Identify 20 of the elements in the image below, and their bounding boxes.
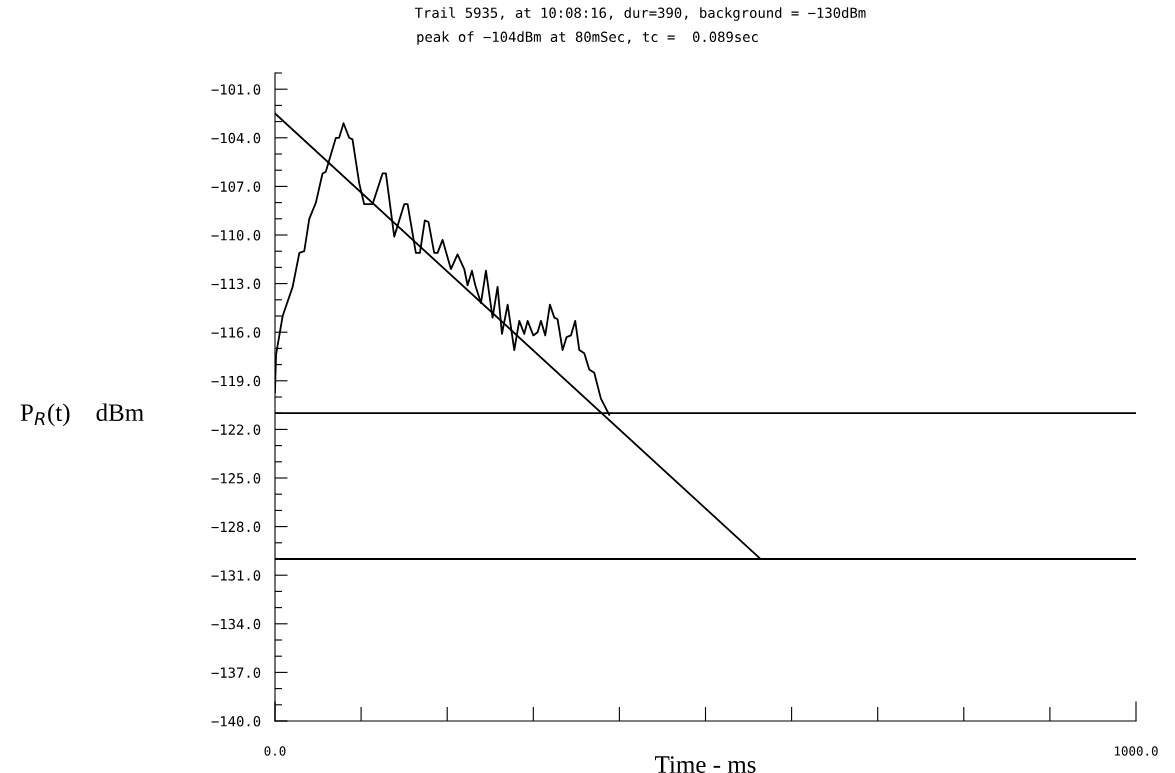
x-tick-label: 1000.0 — [1114, 746, 1158, 756]
y-tick-label: −104.0 — [211, 132, 261, 144]
y-axis-title: P$_{R}$(t) dBm — [20, 403, 144, 427]
y-tick-label: −116.0 — [211, 327, 261, 338]
y-tick-label: −131.0 — [211, 570, 261, 581]
y-tick-label: −101.0 — [211, 84, 261, 95]
y-tick-label: −122.0 — [211, 424, 261, 435]
chart-title: Trail 5935, at 10:08:16, dur=390, background = −130dBm — [414, 7, 866, 21]
y-tick-label: −119.0 — [211, 375, 261, 387]
chart-subtitle: peak of −104dBm at 80mSec, tc = 0.089sec — [417, 31, 758, 45]
y-tick-label: −113.0 — [211, 278, 261, 290]
x-axis-title: Time - ms — [655, 756, 756, 773]
x-tick-label: 0.0 — [264, 746, 286, 756]
y-tick-label: −125.0 — [211, 473, 261, 484]
y-tick-label: −128.0 — [211, 521, 261, 533]
y-tick-label: −137.0 — [211, 667, 261, 678]
y-tick-label: −110.0 — [211, 230, 261, 241]
y-tick-label: −134.0 — [211, 618, 261, 630]
y-tick-label: −107.0 — [211, 181, 261, 192]
y-tick-label: −140.0 — [211, 716, 261, 727]
